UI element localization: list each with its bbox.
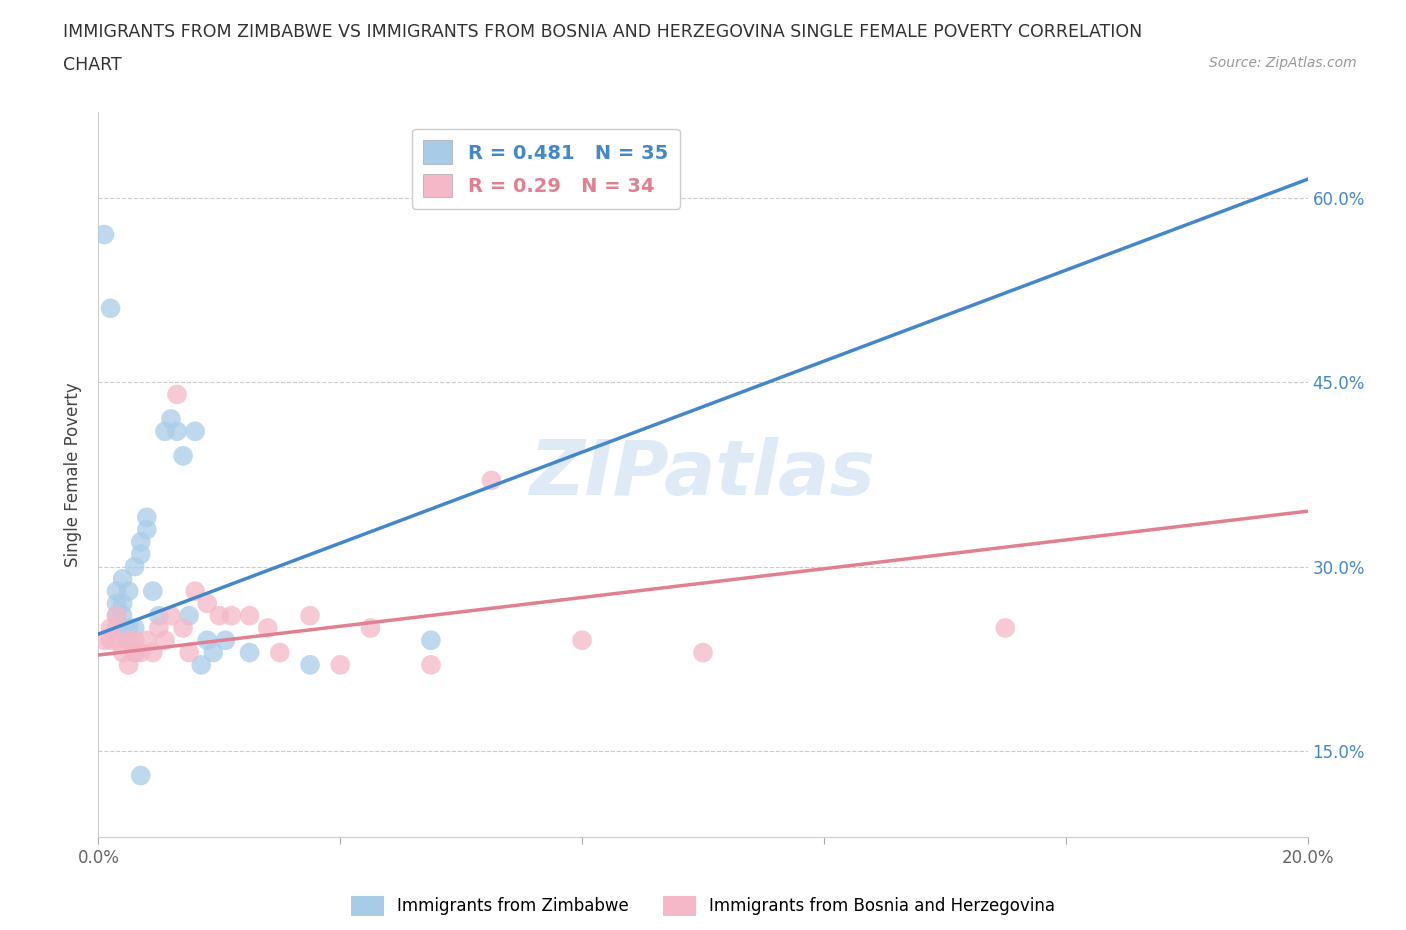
Point [166, 424, 188, 439]
Text: ZIPatlas: ZIPatlas [530, 437, 876, 512]
Point [129, 768, 152, 783]
Point [118, 584, 141, 599]
Point [239, 608, 262, 623]
Legend: Immigrants from Zimbabwe, Immigrants from Bosnia and Herzegovina: Immigrants from Zimbabwe, Immigrants fro… [344, 889, 1062, 923]
Point [190, 658, 212, 672]
Point [118, 620, 141, 635]
Point [160, 412, 183, 427]
Y-axis label: Single Female Poverty: Single Female Poverty [65, 382, 83, 566]
Point [299, 608, 322, 623]
Point [256, 620, 278, 635]
Point [111, 596, 134, 611]
Point [124, 559, 146, 574]
Point [111, 571, 134, 586]
Point [172, 620, 194, 635]
Point [105, 584, 128, 599]
Point [420, 658, 443, 672]
Point [142, 584, 165, 599]
Point [111, 645, 134, 660]
Point [299, 658, 322, 672]
Point [166, 387, 188, 402]
Point [221, 608, 243, 623]
Point [124, 632, 146, 647]
Point [148, 620, 170, 635]
Text: CHART: CHART [63, 56, 122, 73]
Point [184, 584, 207, 599]
Point [179, 645, 201, 660]
Point [129, 645, 152, 660]
Point [172, 448, 194, 463]
Point [239, 645, 262, 660]
Point [135, 510, 157, 525]
Point [135, 632, 157, 647]
Point [105, 632, 128, 647]
Point [160, 608, 183, 623]
Point [481, 473, 503, 488]
Point [105, 608, 128, 623]
Point [184, 424, 207, 439]
Point [148, 608, 170, 623]
Point [142, 645, 165, 660]
Point [360, 620, 382, 635]
Point [420, 632, 443, 647]
Point [329, 658, 352, 672]
Point [202, 645, 225, 660]
Point [153, 632, 176, 647]
Point [118, 632, 141, 647]
Point [195, 596, 218, 611]
Point [100, 632, 122, 647]
Point [994, 620, 1017, 635]
Point [214, 632, 236, 647]
Point [269, 645, 291, 660]
Point [208, 608, 231, 623]
Point [129, 535, 152, 550]
Point [118, 632, 141, 647]
Point [118, 658, 141, 672]
Point [100, 620, 122, 635]
Point [129, 547, 152, 562]
Point [105, 620, 128, 635]
Point [100, 301, 122, 316]
Point [179, 608, 201, 623]
Point [93, 227, 115, 242]
Point [124, 645, 146, 660]
Point [124, 645, 146, 660]
Point [93, 632, 115, 647]
Point [111, 608, 134, 623]
Point [692, 645, 714, 660]
Point [124, 620, 146, 635]
Point [153, 424, 176, 439]
Point [105, 596, 128, 611]
Point [135, 522, 157, 537]
Point [105, 608, 128, 623]
Text: Source: ZipAtlas.com: Source: ZipAtlas.com [1209, 56, 1357, 70]
Point [571, 632, 593, 647]
Text: IMMIGRANTS FROM ZIMBABWE VS IMMIGRANTS FROM BOSNIA AND HERZEGOVINA SINGLE FEMALE: IMMIGRANTS FROM ZIMBABWE VS IMMIGRANTS F… [63, 23, 1143, 41]
Point [195, 632, 218, 647]
